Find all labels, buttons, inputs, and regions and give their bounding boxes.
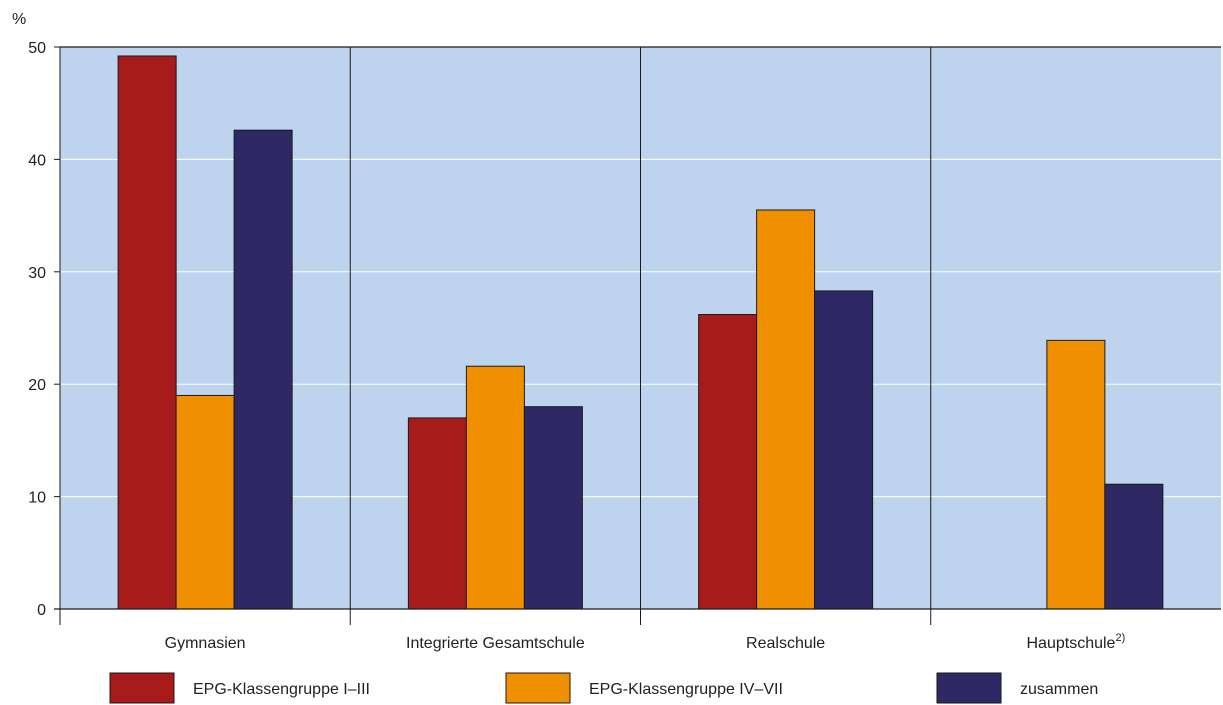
- bar: [1046, 339, 1106, 610]
- bar: [407, 417, 467, 610]
- x-category-label: Hauptschule2): [1027, 632, 1126, 652]
- legend-swatch: [936, 672, 1002, 704]
- bar: [698, 314, 758, 610]
- footnote-marker: 2): [1115, 632, 1125, 644]
- y-tick-label: 10: [28, 490, 46, 507]
- bar: [814, 290, 874, 610]
- y-tick-label: 0: [37, 602, 46, 619]
- legend-swatch: [109, 672, 175, 704]
- y-tick-label: 40: [28, 152, 46, 169]
- legend-label: zusammen: [1020, 681, 1098, 698]
- x-category-label: Integrierte Gesamtschule: [406, 635, 585, 652]
- y-tick-label: 30: [28, 265, 46, 282]
- x-category-label: Realschule: [746, 635, 825, 652]
- bar: [117, 55, 177, 610]
- legend: EPG-Klassengruppe I–III EPG-Klassengruppe…: [109, 672, 1098, 704]
- y-tick-label: 20: [28, 377, 46, 394]
- legend-swatch: [505, 672, 571, 704]
- legend-label: EPG-Klassengruppe I–III: [193, 681, 370, 698]
- bar: [523, 406, 583, 610]
- bar: [233, 129, 293, 610]
- plot-area: 0 10 20 30 40 50 Gymnasien Integrierte Gesamtsc…: [28, 40, 1221, 652]
- legend-item: zusammen: [936, 672, 1098, 704]
- bar: [175, 394, 235, 610]
- legend-item: EPG-Klassengruppe I–III: [109, 672, 370, 704]
- legend-item: EPG-Klassengruppe IV–VII: [505, 672, 783, 704]
- x-category-label: Gymnasien: [165, 635, 246, 652]
- bar: [1104, 483, 1164, 610]
- bar: [465, 365, 525, 610]
- legend-label: EPG-Klassengruppe IV–VII: [589, 681, 783, 698]
- y-unit-label: %: [12, 11, 26, 28]
- bar: [756, 209, 816, 610]
- y-tick-label: 50: [28, 40, 46, 57]
